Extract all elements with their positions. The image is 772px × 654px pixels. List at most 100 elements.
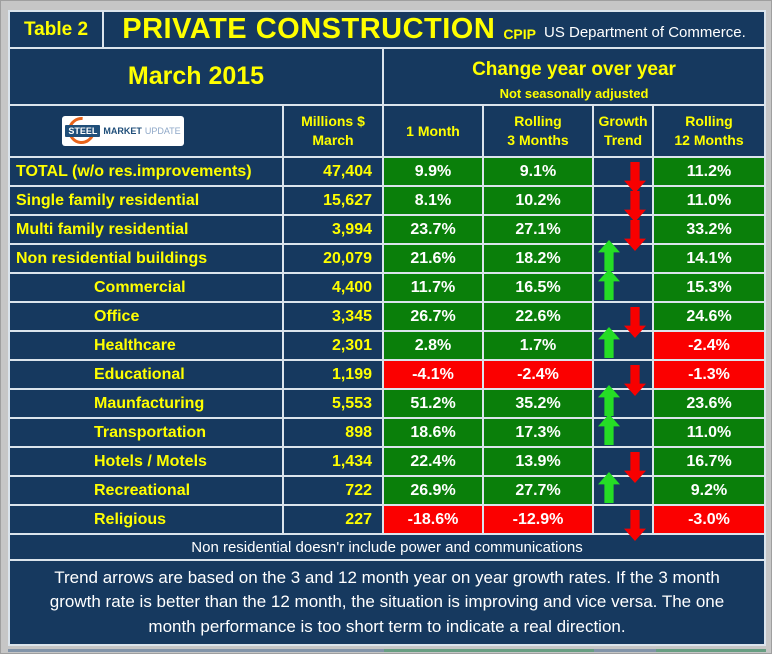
millions-value: 15,627 (284, 187, 382, 214)
row-label: TOTAL (w/o res.improvements) (10, 158, 282, 185)
rolling-3-value: 1.7% (484, 332, 592, 359)
table-row: Religious 227 -18.6% -12.9% -3.0% (10, 506, 764, 541)
rolling-3-value: -12.9% (484, 506, 592, 533)
row-label: Transportation (10, 419, 282, 446)
one-month-value: 22.4% (384, 448, 482, 475)
trend-up-arrow-icon (598, 327, 620, 358)
millions-value: 5,553 (284, 390, 382, 417)
rolling-12-value: 15.3% (654, 274, 764, 301)
table-row: TOTAL (w/o res.improvements) 47,404 9.9% 9.… (10, 158, 764, 193)
row-label: Non residential buildings (10, 245, 282, 272)
steel-market-update-logo: STEEL MARKET UPDATE (62, 116, 184, 146)
rolling-12-value: 33.2% (654, 216, 764, 243)
data-source-label: US Department of Commerce. (544, 24, 746, 41)
trend-note-row: Trend arrows are based on the 3 and 12 m… (10, 561, 764, 644)
table-row: Educational 1,199 -4.1% -2.4% -1.3% (10, 361, 764, 396)
col-header-millions: Millions $ March (284, 106, 382, 156)
growth-trend-cell (594, 158, 652, 193)
row-label: Maunfacturing (10, 390, 282, 417)
private-construction-table: Table 2 PRIVATE CONSTRUCTION CPIP US Dep… (8, 10, 766, 646)
one-month-value: 26.9% (384, 477, 482, 504)
footnote-text: Non residential doesn'r include power an… (10, 535, 764, 559)
row-label: Religious (10, 506, 282, 533)
rolling-12-value: -3.0% (654, 506, 764, 533)
logo-text-market: MARKET (103, 126, 142, 136)
growth-trend-cell (594, 472, 652, 504)
table-row: Healthcare 2,301 2.8% 1.7% -2.4% (10, 327, 764, 359)
change-header-cell: Change year over year Not seasonally adj… (384, 49, 764, 104)
rolling-3-value: 18.2% (484, 245, 592, 272)
rolling-3-value: -2.4% (484, 361, 592, 388)
table-row: Multi family residential 3,994 23.7% 27.1% 3… (10, 216, 764, 251)
growth-trend-cell (594, 216, 652, 251)
growth-trend-cell (594, 385, 652, 417)
one-month-value: 51.2% (384, 390, 482, 417)
footnote-row: Non residential doesn'r include power an… (10, 535, 764, 559)
millions-value: 227 (284, 506, 382, 533)
one-month-value: 8.1% (384, 187, 482, 214)
rolling-3-value: 10.2% (484, 187, 592, 214)
period-label: March 2015 (10, 49, 382, 104)
table-row: Maunfacturing 5,553 51.2% 35.2% 23.6% (10, 385, 764, 417)
one-month-value: 11.7% (384, 274, 482, 301)
table-row: Office 3,345 26.7% 22.6% 24.6% (10, 303, 764, 338)
millions-value: 2,301 (284, 332, 382, 359)
row-label: Commercial (10, 274, 282, 301)
table-row: Recreational 722 26.9% 27.7% 9.2% (10, 472, 764, 504)
trend-up-arrow-icon (598, 472, 620, 503)
data-rows: TOTAL (w/o res.improvements) 47,404 9.9% 9.… (10, 158, 764, 541)
rolling-12-value: 14.1% (654, 245, 764, 272)
one-month-value: -4.1% (384, 361, 482, 388)
table-row: Single family residential 15,627 8.1% 10.2%… (10, 187, 764, 222)
logo-text-update: UPDATE (144, 126, 181, 136)
row-label: Hotels / Motels (10, 448, 282, 475)
growth-trend-cell (594, 303, 652, 338)
column-header-row: STEEL MARKET UPDATE Millions $ March 1 M… (10, 106, 764, 156)
row-label: Single family residential (10, 187, 282, 214)
col-header-growth-trend: Growth Trend (594, 106, 652, 156)
rolling-3-value: 27.7% (484, 477, 592, 504)
trend-up-arrow-icon (598, 414, 620, 445)
one-month-value: 18.6% (384, 419, 482, 446)
title-row: Table 2 PRIVATE CONSTRUCTION CPIP US Dep… (10, 12, 764, 47)
rolling-3-value: 9.1% (484, 158, 592, 185)
change-subtitle: Not seasonally adjusted (499, 85, 649, 101)
row-label: Educational (10, 361, 282, 388)
row-label: Healthcare (10, 332, 282, 359)
rolling-3-value: 13.9% (484, 448, 592, 475)
millions-value: 4,400 (284, 274, 382, 301)
trend-up-arrow-icon (598, 269, 620, 300)
trend-up-arrow-icon (598, 240, 620, 271)
change-title: Change year over year (472, 58, 676, 80)
millions-value: 3,345 (284, 303, 382, 330)
growth-trend-cell (594, 506, 652, 541)
rolling-3-value: 35.2% (484, 390, 592, 417)
page-title: PRIVATE CONSTRUCTION (122, 13, 496, 45)
growth-trend-cell (594, 240, 652, 272)
logo-cell: STEEL MARKET UPDATE (10, 106, 282, 156)
millions-value: 20,079 (284, 245, 382, 272)
one-month-value: 2.8% (384, 332, 482, 359)
title-suffix: CPIP (503, 25, 536, 42)
growth-trend-cell (594, 327, 652, 359)
millions-value: 898 (284, 419, 382, 446)
trend-explanation-text: Trend arrows are based on the 3 and 12 m… (10, 561, 764, 644)
rolling-12-value: -2.4% (654, 332, 764, 359)
millions-value: 1,199 (284, 361, 382, 388)
rolling-3-value: 16.5% (484, 274, 592, 301)
rolling-12-value: 9.2% (654, 477, 764, 504)
millions-value: 722 (284, 477, 382, 504)
rolling-12-value: -1.3% (654, 361, 764, 388)
col-header-1-month: 1 Month (384, 106, 482, 156)
rolling-12-value: 11.2% (654, 158, 764, 185)
row-label: Multi family residential (10, 216, 282, 243)
rolling-12-value: 16.7% (654, 448, 764, 475)
col-header-rolling-12: Rolling 12 Months (654, 106, 764, 156)
table-row: Hotels / Motels 1,434 22.4% 13.9% 16.7% (10, 448, 764, 483)
table-row: Non residential buildings 20,079 21.6% 18.2… (10, 240, 764, 272)
table-number-label: Table 2 (10, 12, 102, 47)
one-month-value: 26.7% (384, 303, 482, 330)
logo-text-steel: STEEL (65, 125, 101, 137)
rolling-12-value: 11.0% (654, 419, 764, 446)
